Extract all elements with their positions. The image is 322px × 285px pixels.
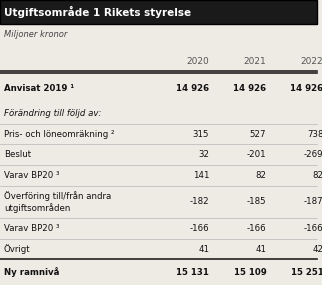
Text: 315: 315 xyxy=(193,130,209,139)
Text: 14 926: 14 926 xyxy=(233,84,266,93)
Text: Varav BP20 ³: Varav BP20 ³ xyxy=(4,171,59,180)
Text: Förändring till följd av:: Förändring till följd av: xyxy=(4,109,101,118)
Text: 14 926: 14 926 xyxy=(176,84,209,93)
Text: 42: 42 xyxy=(312,245,322,254)
Text: 2022: 2022 xyxy=(301,57,322,66)
Text: 2021: 2021 xyxy=(243,57,266,66)
Text: 2020: 2020 xyxy=(186,57,209,66)
Text: -182: -182 xyxy=(190,198,209,206)
Text: Varav BP20 ³: Varav BP20 ³ xyxy=(4,224,59,233)
Text: Beslut: Beslut xyxy=(4,150,31,159)
Text: 738: 738 xyxy=(307,130,322,139)
Text: 15 109: 15 109 xyxy=(233,268,266,277)
Text: 141: 141 xyxy=(193,171,209,180)
Text: -185: -185 xyxy=(247,198,266,206)
Text: -166: -166 xyxy=(304,224,322,233)
Text: -166: -166 xyxy=(190,224,209,233)
Text: 41: 41 xyxy=(198,245,209,254)
Text: -269: -269 xyxy=(304,150,322,159)
Text: -201: -201 xyxy=(247,150,266,159)
Text: 14 926: 14 926 xyxy=(290,84,322,93)
Text: 527: 527 xyxy=(250,130,266,139)
Text: 32: 32 xyxy=(198,150,209,159)
Text: 41: 41 xyxy=(255,245,266,254)
Text: -187: -187 xyxy=(304,198,322,206)
Text: Utgiftsområde 1 Rikets styrelse: Utgiftsområde 1 Rikets styrelse xyxy=(4,6,191,18)
Text: 82: 82 xyxy=(255,171,266,180)
Text: Överföring till/från andra
utgiftsområden: Överföring till/från andra utgiftsområde… xyxy=(4,191,111,213)
Text: Ny ramnivå: Ny ramnivå xyxy=(4,267,59,277)
Text: Pris- och löneomräkning ²: Pris- och löneomräkning ² xyxy=(4,130,114,139)
Text: 15 251: 15 251 xyxy=(290,268,322,277)
Text: Anvisat 2019 ¹: Anvisat 2019 ¹ xyxy=(4,84,74,93)
Text: 82: 82 xyxy=(312,171,322,180)
Text: -166: -166 xyxy=(247,224,266,233)
Text: Övrigt: Övrigt xyxy=(4,244,31,254)
FancyBboxPatch shape xyxy=(0,0,317,24)
Text: 15 131: 15 131 xyxy=(176,268,209,277)
Text: Miljoner kronor: Miljoner kronor xyxy=(4,30,67,39)
